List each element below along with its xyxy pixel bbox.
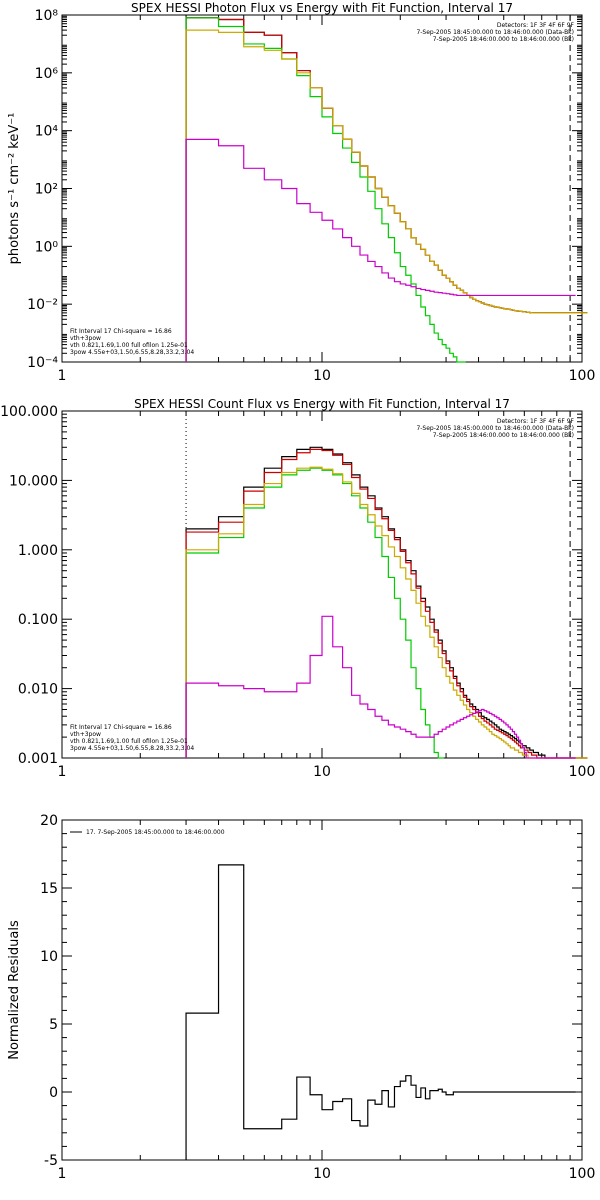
chart2-x-tick-label: 1	[58, 1166, 67, 1182]
chart0-info-left-0: Fit Interval 17 Chi-square = 16.86	[70, 328, 172, 335]
chart1-info-right-0: Detectors: 1F 3F 4F 6F 9F	[497, 418, 575, 425]
chart1-info-left-3: 3pow 4.55e+03,1.50,6.55,8.28,33.2,3.04	[70, 745, 194, 752]
chart2-y-tick-label: 20	[40, 813, 58, 829]
chart1-info-left-2: vth 0.821,1.69,1.00 full ofilon 1.25e-01	[70, 738, 188, 745]
chart0-series-4	[185, 138, 576, 362]
chart1-frame	[61, 410, 583, 759]
chart2-y-tick-label: 10	[40, 949, 58, 965]
chart2-x-tick-label: 10	[313, 1166, 331, 1182]
chart2-y-axis-label: Normalized Residuals	[7, 920, 22, 1060]
chart2-y-tick-label: 5	[49, 1017, 58, 1033]
chart2-x-tick-label: 100	[569, 1166, 596, 1182]
chart0-y-axis-label: photons s⁻¹ cm⁻² keV⁻¹	[7, 113, 22, 265]
chart0-frame	[61, 14, 583, 363]
chart1-x-tick-label: 100	[569, 764, 596, 780]
chart1-info-right-2: 7-Sep-2005 18:46:00.000 to 18:46:00.000 …	[433, 432, 574, 439]
chart1-series-0	[185, 446, 588, 759]
chart1-series-2	[185, 467, 444, 759]
chart2-series-0	[185, 864, 576, 1160]
chart1-series-4	[185, 615, 576, 759]
chart0-series-0	[185, 17, 588, 362]
chart0-info-left-1: vth+3pow	[70, 335, 101, 342]
chart0-x-tick-label: 1	[58, 368, 67, 384]
chart0-info-right-0: Detectors: 1F 3F 4F 6F 9F	[497, 22, 575, 29]
chart0-y-tick-label: 10⁰	[35, 239, 59, 255]
chart0-info-right-2: 7-Sep-2005 18:46:00.000 to 18:46:00.000 …	[433, 36, 574, 43]
chart1-y-tick-label: 0.001	[18, 751, 58, 767]
chart1-y-tick-label: 0.010	[18, 682, 58, 698]
chart1-series-3	[185, 466, 588, 759]
chart2-y-tick-label: -5	[44, 1153, 58, 1169]
chart0-x-tick-label: 10	[313, 368, 331, 384]
chart0-series-2	[185, 17, 466, 363]
chart1-y-tick-label: 10.000	[9, 473, 58, 489]
chart0-info-left-2: vth 0.821,1.69,1.00 full ofilon 1.25e-01	[70, 342, 188, 349]
chart1-y-tick-label: 0.100	[18, 612, 58, 628]
chart1-series-1	[185, 448, 588, 759]
chart0-y-tick-label: 10⁸	[35, 8, 59, 24]
chart1-info-left-0: Fit Interval 17 Chi-square = 16.86	[70, 724, 172, 731]
chart2-y-tick-label: 15	[40, 881, 58, 897]
chart0-y-tick-label: 10⁶	[35, 66, 59, 82]
chart1-y-tick-label: 100.000	[0, 404, 58, 420]
chart0-y-tick-label: 10⁻⁴	[27, 355, 58, 371]
chart1-y-tick-label: 1.000	[18, 543, 58, 559]
chart0-x-tick-label: 100	[569, 368, 596, 384]
chart1-title: SPEX HESSI Count Flux vs Energy with Fit…	[134, 397, 510, 411]
chart0-info-left-3: 3pow 4.55e+03,1.50,6.55,8.28,33.2,3.04	[70, 349, 194, 356]
residuals-panel: 1 10 100 -5 0 5 10 15 20 Normalized Residuals 17. …	[7, 813, 595, 1182]
chart0-series-1	[185, 17, 588, 362]
chart0-info-right-1: 7-Sep-2005 18:45:00.000 to 18:46:00.000 …	[416, 29, 574, 36]
chart2-y-tick-label: 0	[49, 1085, 58, 1101]
chart0-y-tick-label: 10⁴	[35, 124, 59, 140]
chart0-title: SPEX HESSI Photon Flux vs Energy with Fi…	[131, 1, 513, 15]
chart1-x-tick-label: 1	[58, 764, 67, 780]
chart1-x-tick-label: 10	[313, 764, 331, 780]
chart1-info-right-1: 7-Sep-2005 18:45:00.000 to 18:46:00.000 …	[416, 425, 574, 432]
count-flux-panel: SPEX HESSI Count Flux vs Energy with Fit…	[0, 397, 595, 780]
chart2-legend-entry-0: 17. 7-Sep-2005 18:45:00.000 to 18:46:00.…	[86, 829, 225, 836]
photon-flux-panel: SPEX HESSI Photon Flux vs Energy with Fi…	[7, 1, 595, 384]
chart0-series-3	[185, 29, 588, 362]
chart1-info-left-1: vth+3pow	[70, 731, 101, 738]
chart0-y-tick-label: 10⁻²	[27, 297, 58, 313]
chart0-y-tick-label: 10²	[35, 182, 58, 198]
